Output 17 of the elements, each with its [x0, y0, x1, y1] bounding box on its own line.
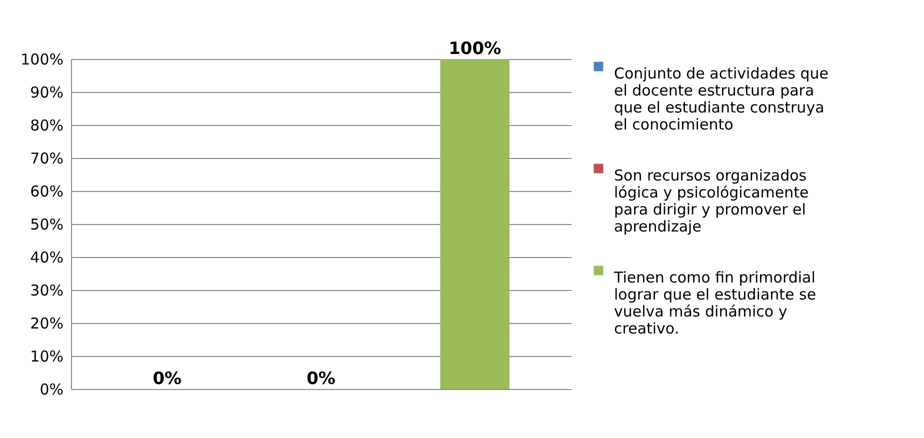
- y-tick-label: 10%: [30, 348, 64, 366]
- data-label: 0%: [152, 369, 182, 389]
- legend-label: Tienen como fin primordial lograr que el estudiante se vuelva más dinámico y creativo.: [613, 268, 816, 338]
- y-tick-label: 40%: [30, 248, 64, 266]
- legend-label: Conjunto de actividades que el docente estructura para que el estudiante construya el conocimiento: [614, 64, 829, 134]
- y-tick-label: 90%: [30, 84, 64, 102]
- y-tick-label: 70%: [30, 150, 64, 168]
- y-tick-label: 100%: [20, 50, 64, 68]
- y-tick-label: 30%: [30, 282, 64, 300]
- y-tick-label: 50%: [30, 216, 64, 234]
- y-tick-label: 60%: [30, 182, 64, 200]
- y-tick-label: 0%: [40, 380, 64, 398]
- legend-label: Son recursos organizados lógica y psicológicamente para dirigir y promover el aprendizaje: [614, 166, 809, 236]
- y-tick-label: 80%: [30, 116, 64, 134]
- data-label: 100%: [448, 39, 502, 59]
- y-tick-label: 20%: [30, 314, 64, 332]
- data-label: 0%: [306, 369, 336, 389]
